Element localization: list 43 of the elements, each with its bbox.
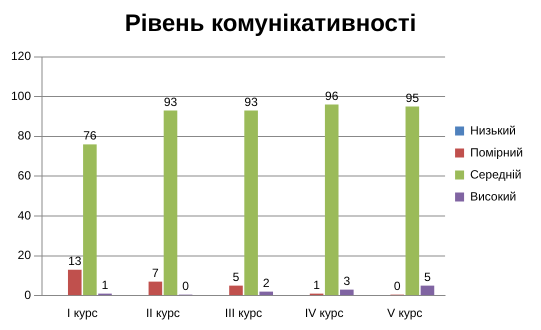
data-label: 0 (182, 278, 190, 293)
legend-label: Помірний (470, 145, 523, 160)
y-tick-label: 0 (24, 288, 32, 302)
x-tick-label: II курс (146, 306, 180, 320)
bar (259, 292, 274, 296)
data-label: 93 (244, 94, 258, 109)
legend-label: Низький (470, 123, 516, 138)
bar (229, 286, 243, 296)
data-label: 7 (152, 266, 160, 280)
bar (244, 110, 258, 296)
data-label: 3 (343, 274, 350, 288)
y-tick-label: 100 (10, 88, 32, 103)
bar (68, 270, 82, 296)
x-tick-label: V курс (387, 306, 422, 320)
x-tick-label: IV курс (304, 306, 344, 320)
legend-label: Високий (470, 189, 516, 204)
data-label: 95 (406, 90, 420, 105)
x-tick-label: III курс (224, 306, 262, 320)
data-label: 93 (164, 94, 178, 109)
y-tick-label: 80 (18, 128, 32, 143)
bar (324, 104, 339, 296)
bar (148, 282, 162, 296)
bar (420, 286, 434, 296)
chart-title: Рівень комунікативності (124, 10, 416, 38)
data-label: 1 (313, 278, 320, 292)
x-tick-label: I курс (67, 306, 98, 320)
bar (164, 110, 178, 296)
data-label: 76 (83, 128, 97, 143)
y-tick-label: 120 (10, 49, 32, 64)
data-label: 1 (102, 278, 109, 292)
data-label: 13 (68, 254, 82, 268)
bar (340, 290, 354, 296)
y-tick-label: 20 (18, 248, 32, 262)
data-label: 0 (394, 278, 401, 293)
data-label: 5 (232, 270, 240, 284)
legend-label: Середній (470, 167, 522, 182)
bar (83, 144, 97, 296)
data-label: 2 (262, 276, 270, 290)
bar (406, 106, 420, 296)
data-label: 96 (325, 88, 339, 103)
data-label: 5 (424, 270, 432, 284)
y-tick-label: 40 (18, 208, 32, 222)
y-tick-label: 60 (18, 168, 32, 183)
